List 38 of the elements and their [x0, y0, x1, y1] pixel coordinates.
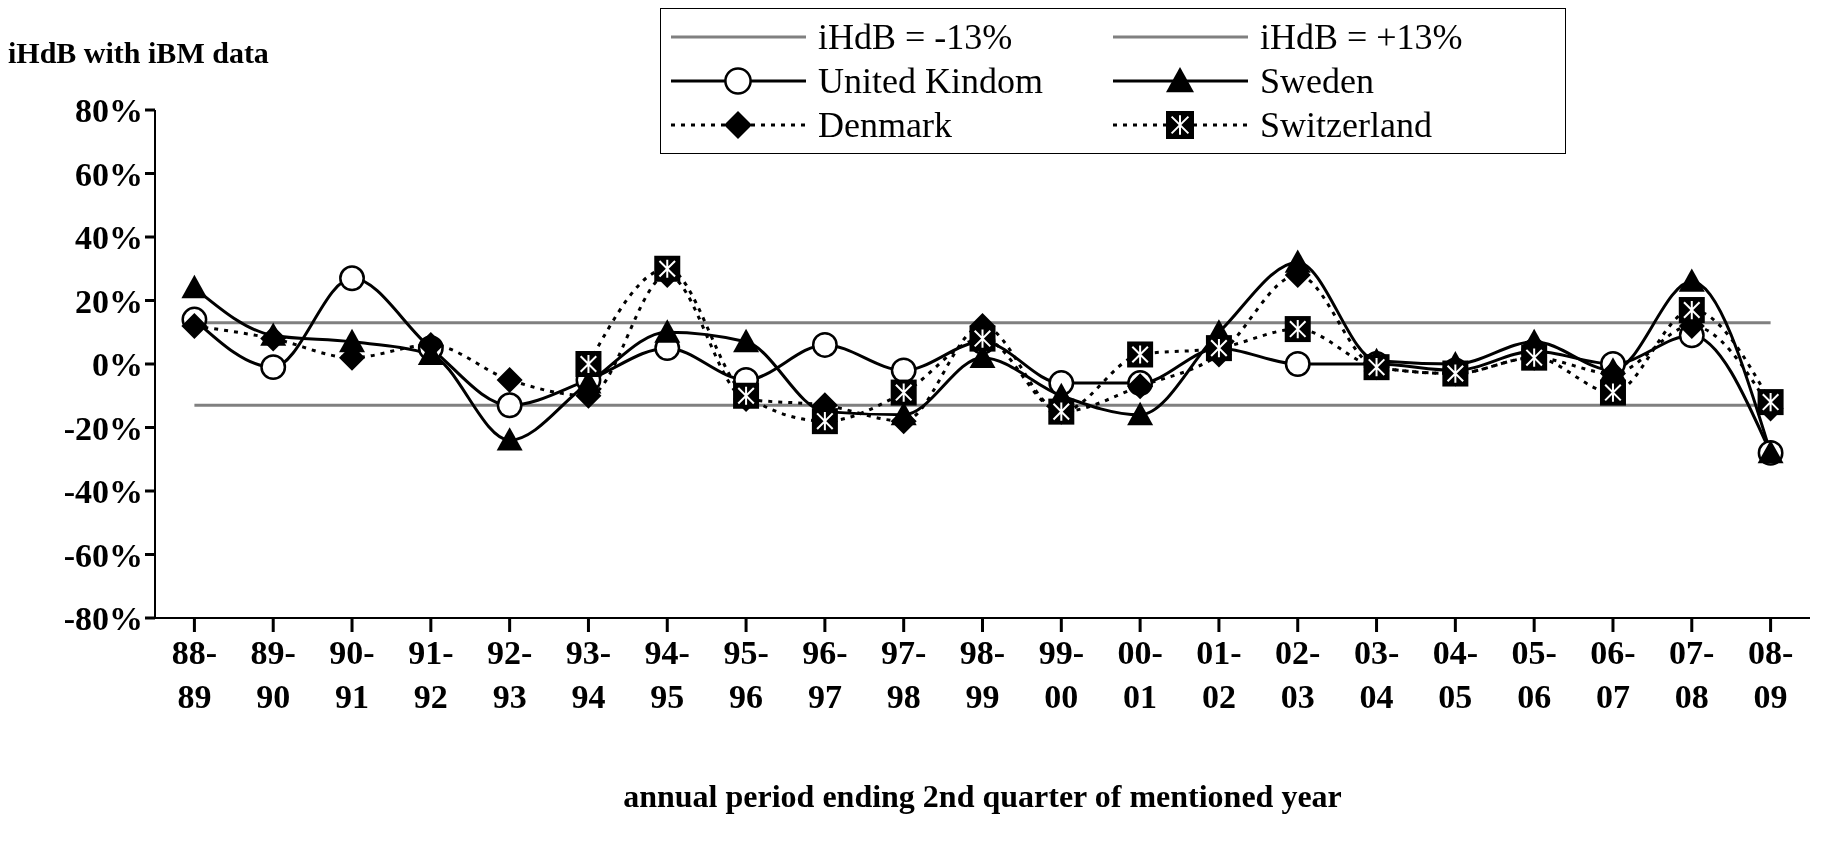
y-tick-label: -60% — [63, 536, 143, 574]
y-tick-label: 0% — [92, 346, 143, 384]
y-tick-label: -20% — [63, 409, 143, 447]
y-tick-label: 40% — [75, 219, 143, 257]
y-axis-title: iHdB with iBM data — [8, 36, 269, 70]
y-tick-label: -40% — [63, 473, 143, 511]
x-tick-label: 02-03 — [1275, 634, 1321, 715]
x-tick-label: 94-95 — [644, 634, 690, 715]
x-tick-label: 96-97 — [802, 634, 848, 715]
x-axis-title: annual period ending 2nd quarter of mentioned year — [622, 778, 1343, 815]
x-tick-label: 05-06 — [1511, 634, 1557, 715]
y-tick-label: 20% — [75, 282, 143, 320]
y-tick-label: -80% — [63, 600, 143, 638]
x-tick-label: 97-98 — [881, 634, 927, 715]
x-tick-label: 08-09 — [1747, 634, 1794, 715]
x-tick-label: 03-04 — [1353, 634, 1400, 715]
y-tick-label: 60% — [75, 155, 143, 193]
x-tick-label: 99-00 — [1038, 634, 1084, 715]
x-tick-label: 06-07 — [1590, 634, 1636, 715]
x-tick-label: 89-90 — [250, 634, 296, 715]
legend-label: Sweden — [1260, 60, 1374, 103]
x-tick-label: 92-93 — [486, 634, 533, 715]
y-tick-label: 80% — [75, 92, 143, 130]
x-tick-label: 04-05 — [1432, 634, 1479, 715]
legend-label: Switzerland — [1260, 104, 1432, 147]
legend-label: Denmark — [818, 104, 952, 147]
x-tick-label: 91-92 — [408, 634, 454, 715]
legend-label: iHdB = +13% — [1260, 16, 1463, 59]
x-tick-label: 07-08 — [1669, 634, 1715, 715]
x-tick-label: 95-96 — [723, 634, 769, 715]
x-tick-label: 98-99 — [959, 634, 1006, 715]
legend-label: United Kindom — [818, 60, 1043, 103]
x-tick-label: 00-01 — [1117, 634, 1163, 715]
x-tick-label: 90-91 — [329, 634, 375, 715]
x-tick-label: 93-94 — [565, 634, 612, 715]
x-tick-label: 88-89 — [171, 634, 218, 715]
x-tick-label: 01-02 — [1196, 634, 1242, 715]
legend-label: iHdB = -13% — [818, 16, 1013, 59]
